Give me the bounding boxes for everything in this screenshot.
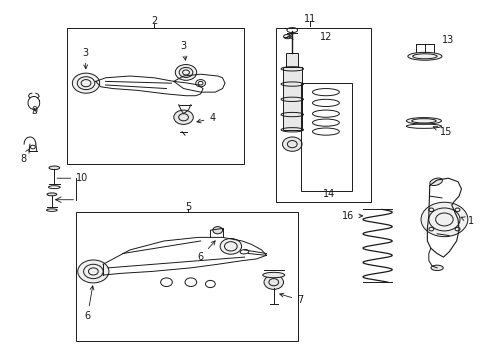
Text: 4: 4 <box>197 113 215 123</box>
Text: 10: 10 <box>57 173 88 183</box>
Circle shape <box>72 73 100 93</box>
Bar <box>282 67 302 130</box>
Text: 9: 9 <box>32 106 38 116</box>
Circle shape <box>78 260 109 283</box>
Bar <box>66 28 244 164</box>
Ellipse shape <box>407 52 441 60</box>
Text: 15: 15 <box>432 126 451 136</box>
Bar <box>300 83 351 191</box>
Text: 12: 12 <box>320 32 332 41</box>
Text: 3: 3 <box>180 41 186 60</box>
Circle shape <box>175 64 196 80</box>
Ellipse shape <box>406 118 441 124</box>
Text: 3: 3 <box>82 48 88 69</box>
Text: 11: 11 <box>304 14 316 24</box>
Ellipse shape <box>49 166 60 170</box>
Bar <box>276 28 370 202</box>
Circle shape <box>220 238 241 254</box>
Ellipse shape <box>430 265 442 271</box>
Ellipse shape <box>262 273 284 278</box>
Bar <box>76 212 298 341</box>
Ellipse shape <box>429 178 442 185</box>
Circle shape <box>212 226 222 234</box>
Text: 16: 16 <box>341 211 362 221</box>
Text: 6: 6 <box>84 286 94 321</box>
Text: 5: 5 <box>185 202 191 212</box>
Text: 6: 6 <box>197 241 215 262</box>
Ellipse shape <box>47 193 57 196</box>
Circle shape <box>420 202 467 237</box>
Ellipse shape <box>283 35 291 39</box>
Text: 2: 2 <box>151 17 157 27</box>
Circle shape <box>282 137 302 151</box>
Circle shape <box>173 110 193 125</box>
Text: 8: 8 <box>20 149 29 164</box>
Text: 14: 14 <box>322 189 334 199</box>
Bar <box>286 53 298 67</box>
Text: 13: 13 <box>441 35 453 45</box>
Text: 7: 7 <box>279 293 303 305</box>
Circle shape <box>264 275 283 289</box>
Text: 1: 1 <box>460 216 473 226</box>
